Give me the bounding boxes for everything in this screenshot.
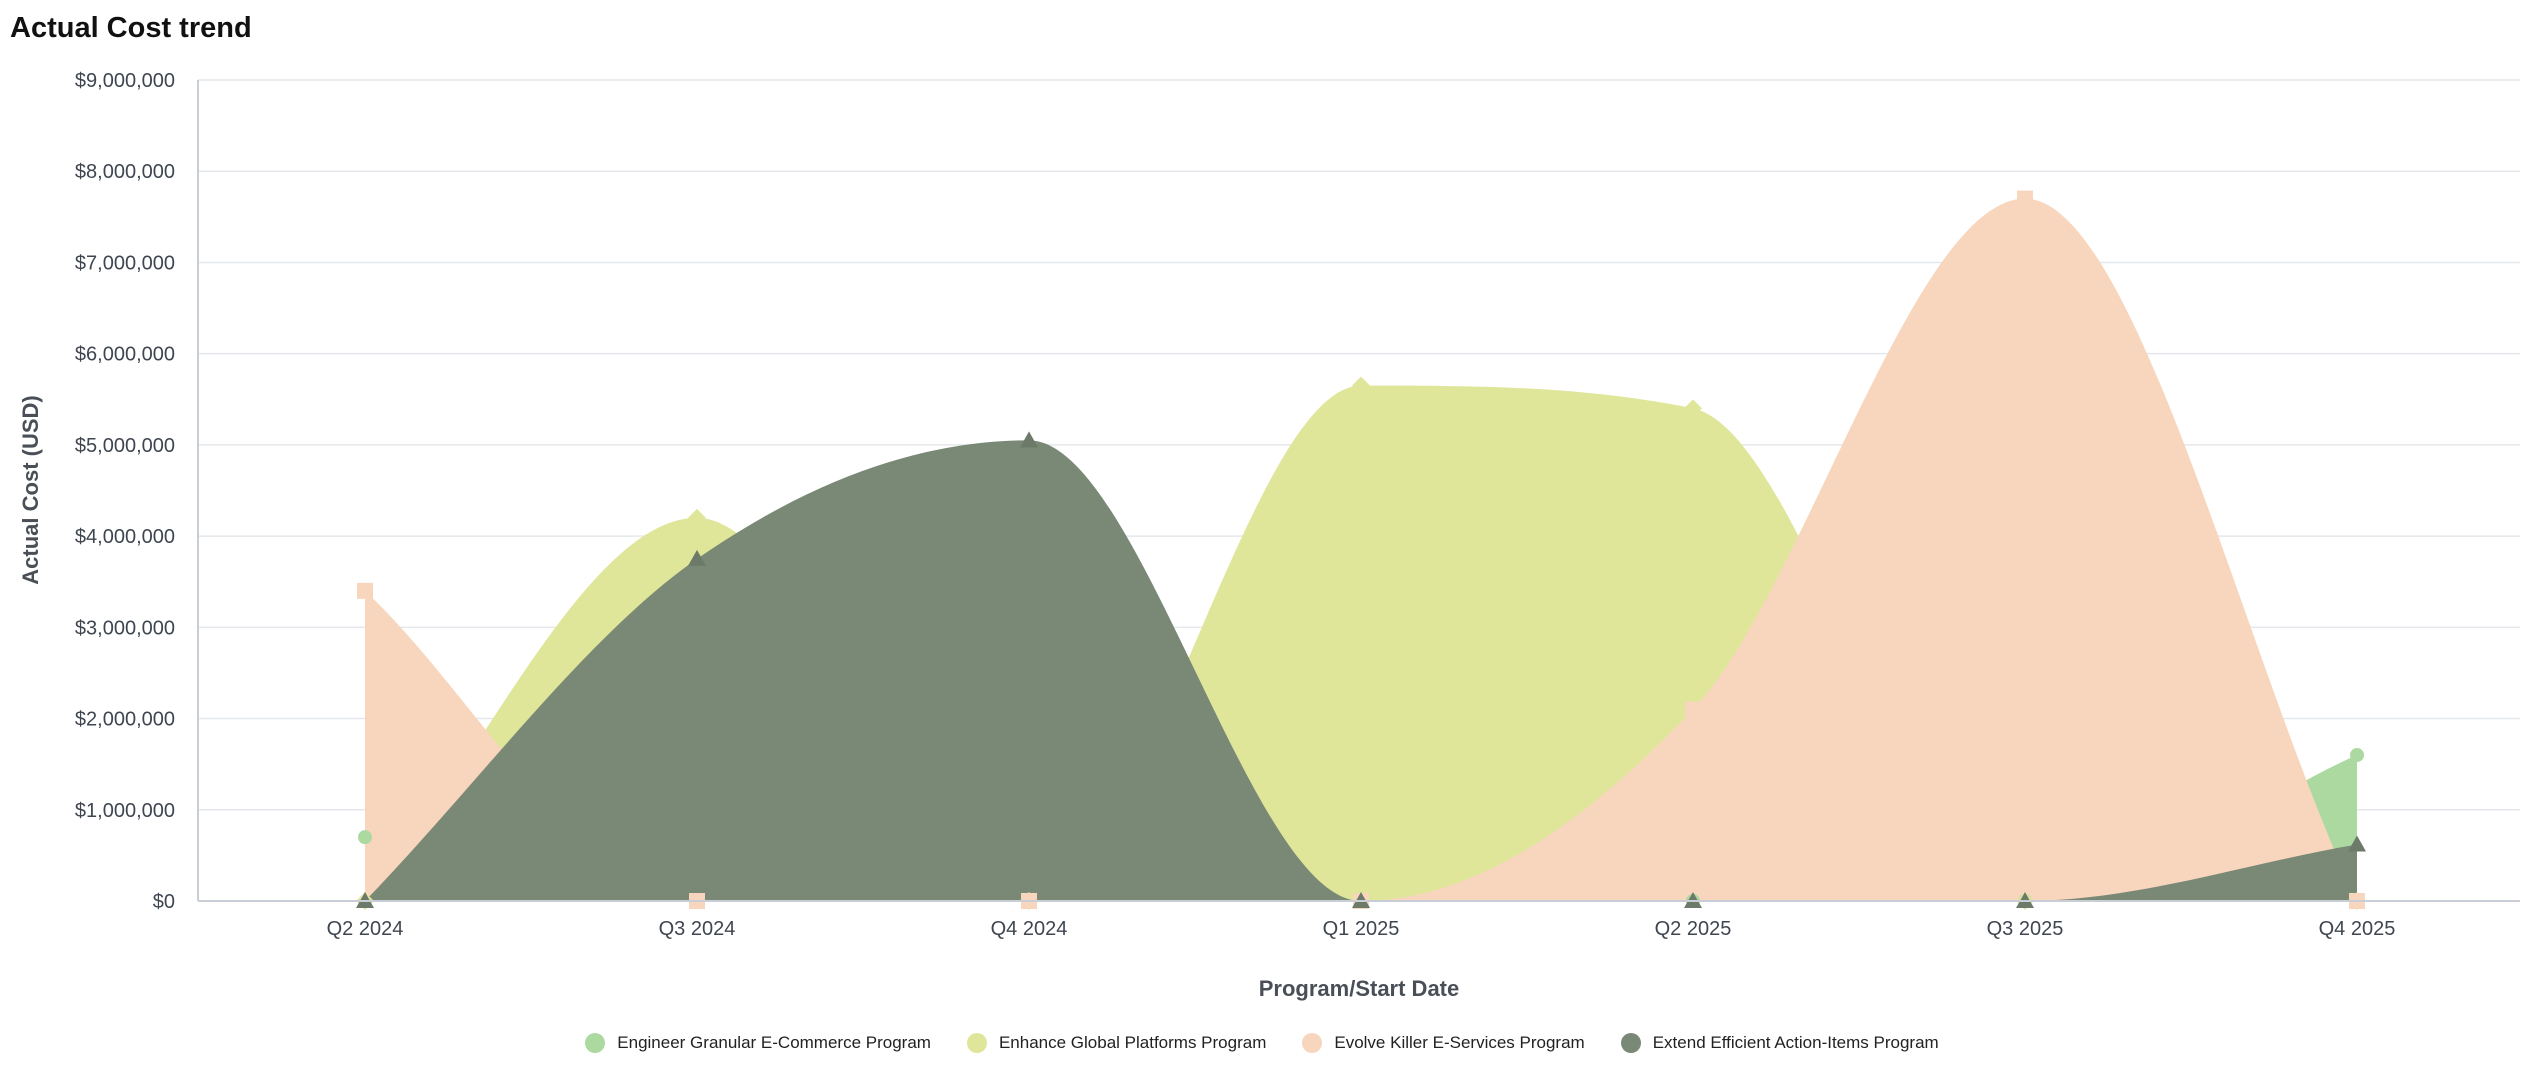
data-point[interactable] — [2348, 835, 2366, 852]
legend-swatch — [1302, 1033, 1323, 1053]
x-axis-title: Program/Start Date — [1259, 976, 1460, 1001]
y-tick-label: $4,000,000 — [75, 526, 175, 548]
legend-swatch — [1620, 1033, 1641, 1053]
y-axis-title: Actual Cost (USD) — [18, 395, 43, 584]
chart-title: Actual Cost trend — [10, 12, 252, 44]
data-point[interactable] — [688, 549, 706, 566]
legend-item[interactable]: Extend Efficient Action-Items Program — [1620, 1033, 1939, 1053]
legend-label: Engineer Granular E-Commerce Program — [617, 1033, 931, 1052]
data-point[interactable] — [2017, 190, 2033, 207]
y-tick-label: $0 — [153, 891, 175, 913]
y-tick-label: $3,000,000 — [75, 617, 175, 639]
data-point[interactable] — [1684, 399, 1702, 418]
x-tick-label: Q3 2025 — [1987, 918, 2064, 940]
y-tick-label: $6,000,000 — [75, 344, 175, 366]
x-tick-label: Q2 2024 — [327, 918, 404, 940]
legend-label: Enhance Global Platforms Program — [998, 1033, 1267, 1052]
legend-item[interactable]: Evolve Killer E-Services Program — [1302, 1033, 1585, 1053]
legend-label: Evolve Killer E-Services Program — [1334, 1033, 1585, 1052]
legend-swatch — [966, 1033, 987, 1053]
area-chart: $0 $1,000,000 $2,000,000 $3,000,000 $4,000,0… — [18, 70, 2520, 1001]
series-markers — [356, 190, 2366, 910]
chart-legend: Engineer Granular E-Commerce Program Enha… — [0, 1028, 2524, 1058]
axes — [197, 80, 2520, 902]
y-axis-ticks: $0 $1,000,000 $2,000,000 $3,000,000 $4,000,0… — [75, 70, 175, 913]
legend-label: Extend Efficient Action-Items Program — [1652, 1033, 1939, 1052]
y-tick-label: $2,000,000 — [75, 709, 175, 731]
y-tick-label: $1,000,000 — [75, 800, 175, 822]
x-tick-label: Q4 2024 — [991, 918, 1068, 940]
data-point[interactable] — [1020, 431, 1038, 448]
x-axis-ticks: Q2 2024 Q3 2024 Q4 2024 Q1 2025 Q2 2025 Q3 20… — [327, 918, 2396, 940]
x-tick-label: Q4 2025 — [2319, 918, 2396, 940]
data-point[interactable] — [2350, 748, 2364, 763]
data-point[interactable] — [358, 830, 372, 845]
x-tick-label: Q3 2024 — [659, 918, 736, 940]
series-area-3[interactable] — [365, 198, 2357, 902]
data-point[interactable] — [1685, 701, 1701, 718]
data-point[interactable] — [357, 582, 373, 599]
data-point[interactable] — [1352, 376, 1370, 395]
x-tick-label: Q1 2025 — [1323, 918, 1400, 940]
y-tick-label: $7,000,000 — [75, 252, 175, 274]
legend-swatch — [585, 1033, 606, 1053]
legend-item[interactable]: Enhance Global Platforms Program — [966, 1033, 1267, 1053]
y-tick-label: $9,000,000 — [75, 70, 175, 92]
y-tick-label: $8,000,000 — [75, 161, 175, 183]
y-tick-label: $5,000,000 — [75, 435, 175, 457]
legend-item[interactable]: Engineer Granular E-Commerce Program — [585, 1033, 931, 1053]
x-tick-label: Q2 2025 — [1655, 918, 1732, 940]
series-area-4[interactable] — [365, 440, 2357, 901]
data-point[interactable] — [688, 508, 706, 527]
series-areas — [365, 198, 2357, 902]
